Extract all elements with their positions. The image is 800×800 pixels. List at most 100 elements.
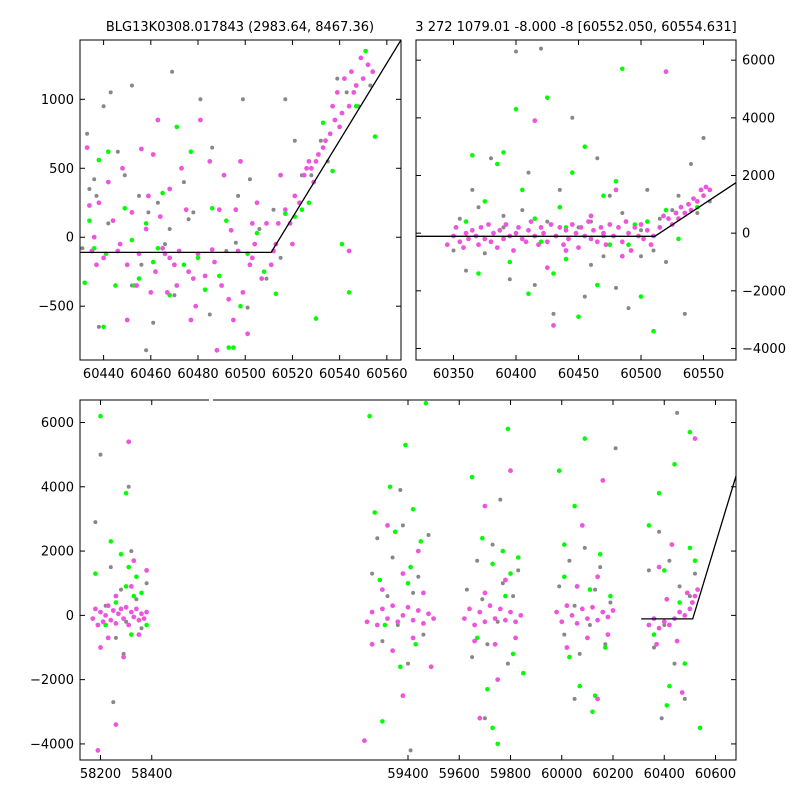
data-point (613, 179, 619, 184)
data-point (209, 247, 215, 253)
data-point (472, 638, 477, 644)
data-point (380, 719, 385, 724)
data-point (157, 214, 163, 220)
data-point (661, 619, 667, 625)
data-point (353, 83, 359, 88)
data-point (219, 283, 225, 288)
data-point (415, 548, 421, 554)
plot-area (416, 46, 736, 334)
data-point (482, 199, 488, 204)
data-point (84, 145, 90, 151)
data-point (486, 222, 491, 227)
x-tick-label: 60440 (83, 367, 124, 382)
data-point (482, 503, 488, 509)
data-point (271, 207, 276, 212)
data-point (598, 225, 604, 230)
data-point (516, 568, 521, 573)
data-point (470, 655, 475, 660)
data-point (703, 184, 709, 190)
data-point (477, 609, 483, 615)
data-point (233, 207, 239, 213)
data-point (96, 157, 102, 163)
data-point (408, 748, 413, 753)
data-point (557, 584, 562, 589)
data-point (118, 552, 124, 557)
data-point (557, 225, 563, 230)
data-point (410, 635, 416, 641)
data-point (126, 564, 131, 570)
data-point (507, 277, 512, 282)
data-point (469, 227, 475, 233)
data-point (682, 613, 688, 618)
data-point (687, 606, 693, 612)
data-point (121, 654, 126, 660)
data-point (167, 186, 173, 192)
data-point (122, 206, 128, 211)
data-point (475, 558, 480, 563)
data-point (489, 156, 493, 161)
data-point (188, 149, 194, 154)
data-point (613, 446, 618, 451)
data-point (513, 230, 519, 236)
data-point (306, 200, 312, 206)
data-point (639, 228, 643, 233)
data-point (646, 568, 651, 573)
data-point (492, 641, 498, 647)
data-point (687, 594, 692, 599)
data-point (123, 604, 129, 610)
data-point (367, 413, 372, 419)
x-tick-label: 58400 (131, 767, 172, 782)
data-point (544, 239, 550, 245)
data-point (582, 436, 588, 441)
data-point (375, 536, 380, 541)
x-tick-label: 60400 (495, 367, 536, 382)
data-point (466, 236, 471, 242)
data-point (582, 144, 588, 149)
data-point (620, 211, 625, 215)
data-point (692, 593, 698, 599)
data-point (198, 117, 203, 123)
data-point (93, 520, 98, 525)
data-point (174, 124, 180, 130)
data-point (167, 255, 173, 261)
data-point (538, 225, 544, 230)
data-point (320, 145, 326, 151)
data-point (283, 97, 288, 102)
data-point (87, 187, 92, 191)
data-point (403, 442, 408, 448)
data-point (495, 741, 501, 747)
data-point (144, 581, 149, 586)
data-point (368, 83, 373, 88)
data-point (273, 291, 279, 297)
data-point (507, 259, 513, 265)
data-point (501, 150, 506, 155)
data-point (198, 97, 203, 102)
model-line (80, 40, 401, 254)
y-tick-label: −4000 (30, 737, 74, 752)
data-point (603, 242, 609, 248)
data-point (503, 222, 509, 227)
data-point (405, 580, 411, 586)
data-point (605, 614, 611, 620)
data-point (497, 606, 503, 612)
data-point (470, 153, 475, 158)
data-point (278, 255, 283, 260)
data-point (518, 613, 524, 618)
data-point (100, 619, 106, 625)
x-tick-label: 60000 (541, 767, 582, 782)
data-point (224, 218, 229, 223)
data-point (490, 542, 495, 547)
data-point (567, 558, 572, 563)
data-point (672, 661, 677, 666)
data-point (129, 83, 134, 88)
data-point (136, 617, 142, 623)
data-point (605, 632, 611, 637)
x-tick-label: 60540 (319, 367, 360, 382)
data-point (695, 587, 700, 592)
data-point (662, 568, 667, 573)
data-point (131, 614, 137, 620)
data-point (382, 622, 388, 628)
panel-bottom: 58200 58400 59400 59600 59800 60000 60200 60400… (30, 396, 737, 782)
data-point (600, 609, 606, 615)
data-point (202, 273, 208, 279)
